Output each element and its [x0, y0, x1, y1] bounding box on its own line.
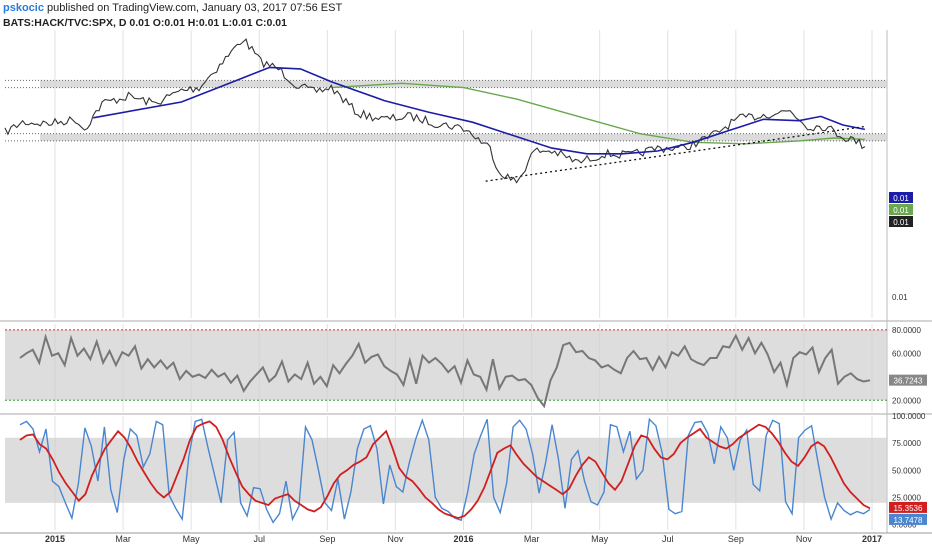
y-tick-label: 20.0000 — [892, 396, 921, 405]
x-tick-label: Jul — [662, 534, 674, 544]
price-pane — [4, 38, 887, 184]
ma-slow-line — [331, 82, 865, 145]
price-tag-ma_fast — [889, 192, 913, 203]
price-tag-value: 0.01 — [893, 194, 909, 203]
support-resistance-band — [40, 133, 887, 141]
publish-info: published on TradingView.com, January 03… — [47, 2, 343, 14]
x-tick-label: May — [591, 534, 609, 544]
price-tag-value: 0.01 — [893, 206, 909, 215]
pane-background-1 — [0, 30, 932, 318]
price-tag-value: 0.01 — [893, 218, 909, 227]
trendline — [485, 125, 866, 182]
x-tick-label: Sep — [728, 534, 744, 544]
x-tick-label: Jul — [253, 534, 265, 544]
y-tick-label: 75.0000 — [892, 439, 921, 448]
stochastic-pane — [5, 417, 887, 524]
y-tick-label: 100.0000 — [892, 412, 926, 421]
x-tick-label: 2015 — [45, 534, 65, 544]
stoch-d-value: 15.3536 — [894, 504, 923, 513]
y-tick-label: 80.0000 — [892, 326, 921, 335]
stoch-d-line — [19, 420, 871, 520]
ma-fast-line — [93, 66, 866, 155]
symbol-line: BATS:HACK/TVC:SPX, D 0.01 O:0.01 H:0.01 … — [3, 17, 287, 29]
y-axis: 0.01 0.01 0.01 0.01 80.0000 60.0000 20.0000 36.… — [889, 192, 927, 530]
rsi-line — [19, 333, 871, 409]
x-axis: 2015 Mar May Jul Sep Nov 2016 Mar May Jul Sep Nov 20… — [0, 532, 932, 544]
y-tick-label: 25.0000 — [892, 493, 921, 502]
rsi-value-tag — [889, 374, 927, 386]
y-tick-label: 0.0000 — [892, 521, 917, 530]
stoch-k-tag — [889, 513, 927, 525]
price-tag-price — [889, 216, 913, 227]
price-line — [4, 38, 866, 184]
x-tick-label: Mar — [524, 534, 540, 544]
stoch-band — [5, 437, 887, 503]
x-tick-label: Sep — [319, 534, 335, 544]
x-tick-label: 2017 — [862, 534, 882, 544]
rsi-band — [5, 329, 887, 401]
rsi-pane — [5, 329, 887, 409]
x-tick-label: May — [183, 534, 201, 544]
y-tick-label: 0.01 — [892, 293, 908, 302]
x-tick-label: Nov — [387, 534, 404, 544]
rsi-value: 36.7243 — [894, 377, 923, 386]
stoch-d-tag — [889, 501, 927, 513]
x-tick-label: Mar — [115, 534, 131, 544]
price-tag-ma_slow — [889, 204, 913, 215]
stoch-k-line — [19, 417, 871, 524]
y-tick-label: 60.0000 — [892, 349, 921, 358]
publish-line: pskocic published on TradingView.com, Ja… — [3, 2, 342, 14]
support-resistance-band — [40, 80, 887, 88]
x-tick-label: 2016 — [453, 534, 473, 544]
publisher-username[interactable]: pskocic — [3, 2, 44, 14]
y-tick-label: 50.0000 — [892, 466, 921, 475]
stoch-k-value: 13.7478 — [894, 516, 923, 525]
x-tick-label: Nov — [796, 534, 813, 544]
